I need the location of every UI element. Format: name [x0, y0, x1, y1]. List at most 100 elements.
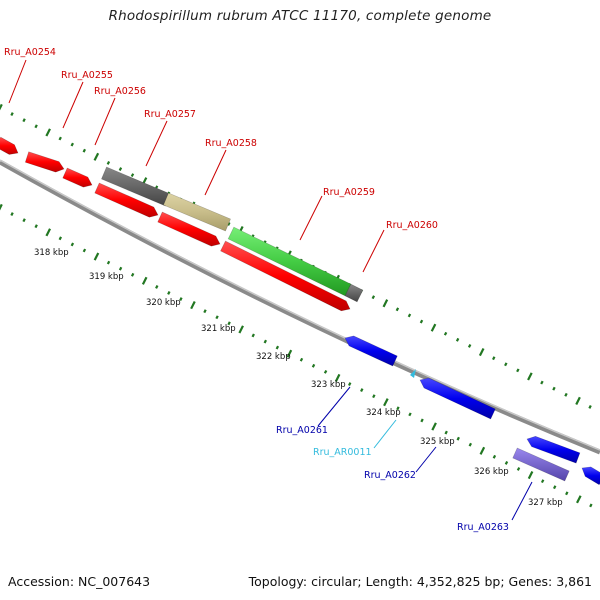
outer-tick [540, 380, 544, 385]
gene-label-rru-a0260[interactable]: Rru_A0260 [386, 220, 438, 231]
inner-tick [431, 422, 437, 431]
outer-tick [118, 167, 123, 171]
gene-rru-a0255 [24, 151, 65, 173]
gene-rru-a0257 [94, 182, 159, 218]
outer-tick [455, 337, 460, 342]
gene-label-rru-a0256[interactable]: Rru_A0256 [94, 86, 146, 97]
outer-tick [564, 392, 568, 397]
inner-tick [179, 297, 183, 301]
gene-label-rru-a0259[interactable]: Rru_A0259 [323, 187, 375, 198]
outer-tick [552, 386, 556, 391]
kbp-tick-label: 323 kbp [311, 380, 346, 390]
gene-edge-block [581, 466, 600, 486]
inner-tick [396, 406, 400, 411]
gene-rru-a0263-block [526, 435, 581, 464]
trna-marker [410, 369, 416, 378]
inner-tick [82, 248, 87, 253]
gene-rru-a0256 [62, 167, 93, 188]
inner-tick [10, 212, 14, 216]
gene-tan-feature [163, 192, 231, 232]
gene-green-feature [227, 226, 352, 297]
kbp-tick-label: 327 kbp [528, 498, 563, 508]
kbp-tick-label: 324 kbp [366, 408, 401, 418]
inner-tick [360, 388, 364, 393]
inner-tick [408, 412, 412, 417]
inner-tick [141, 276, 148, 285]
outer-tick [575, 396, 581, 405]
inner-tick [58, 236, 62, 241]
gene-label-rru-a0255[interactable]: Rru_A0255 [61, 70, 113, 81]
leader-line [8, 59, 27, 104]
inner-tick [492, 454, 497, 459]
outer-tick [478, 347, 485, 357]
gene-label-rru-a0254[interactable]: Rru_A0254 [4, 47, 56, 58]
gene-label-rru-ar0011[interactable]: Rru_AR0011 [313, 447, 372, 458]
inner-tick [286, 349, 293, 358]
leader-line [145, 120, 168, 167]
map-title: Rhodospirillum rubrum ATCC 11170, comple… [108, 8, 492, 24]
inner-tick [167, 291, 171, 295]
inner-tick [93, 252, 100, 261]
outer-tick [0, 103, 3, 111]
inner-tick [215, 315, 219, 320]
outer-tick [527, 372, 533, 381]
gene-label-rru-a0263[interactable]: Rru_A0263 [457, 522, 509, 533]
accession-label: Accession: NC_007643 [8, 574, 151, 589]
leader-line [62, 81, 84, 129]
inner-tick [383, 398, 389, 407]
kbp-tick-label: 321 kbp [201, 324, 236, 334]
outer-tick [504, 362, 508, 367]
outer-tick [430, 323, 437, 332]
gene-label-rru-a0258[interactable]: Rru_A0258 [205, 138, 257, 149]
outer-tick [443, 331, 448, 336]
inner-tick [299, 357, 304, 362]
outer-tick [382, 299, 389, 308]
gene-purple-feature [512, 447, 570, 482]
outer-tick [45, 128, 51, 137]
outer-tick [467, 344, 472, 348]
inner-tick [516, 467, 521, 471]
backbone [0, 159, 600, 455]
inner-tick [203, 309, 207, 314]
inner-tick [540, 479, 545, 484]
kbp-tick-label: 325 kbp [420, 437, 455, 447]
inner-tick [238, 325, 244, 334]
leader-line [204, 149, 227, 196]
genome-stats: Topology: circular; Length: 4,352,825 bp… [248, 574, 592, 589]
inner-tick [527, 470, 534, 480]
inner-tick [552, 485, 557, 490]
outer-tick [227, 222, 231, 226]
outer-tick [407, 313, 412, 318]
gene-label-rru-a0262[interactable]: Rru_A0262 [364, 470, 416, 481]
outer-tick [93, 152, 100, 161]
inner-tick [34, 224, 38, 229]
leader-line [373, 419, 397, 449]
inner-tick [420, 418, 424, 423]
gene-label-rru-a0261[interactable]: Rru_A0261 [276, 425, 328, 436]
inner-tick-track [0, 203, 593, 508]
inner-tick [70, 242, 75, 247]
kbp-tick-label: 326 kbp [474, 467, 509, 477]
gene-label-rru-a0257[interactable]: Rru_A0257 [144, 109, 196, 120]
leader-line [299, 195, 323, 241]
outer-tick [492, 356, 496, 361]
leader-line [415, 446, 437, 473]
kbp-tick-label: 319 kbp [89, 272, 124, 282]
inner-tick [155, 284, 159, 289]
outer-tick [516, 368, 520, 373]
inner-tick [347, 382, 352, 386]
inner-tick [372, 394, 376, 399]
outer-tick [130, 173, 135, 178]
outer-tick [58, 136, 62, 141]
inner-tick [118, 266, 123, 271]
leader-line [511, 481, 533, 521]
outer-tick [395, 307, 400, 312]
inner-tick [504, 460, 509, 465]
inner-tick [311, 363, 316, 368]
inner-tick [45, 228, 52, 237]
outer-tick [82, 148, 87, 153]
inner-tick [323, 369, 328, 374]
gene-rru-a0254 [0, 136, 19, 155]
inner-tick [479, 446, 486, 455]
